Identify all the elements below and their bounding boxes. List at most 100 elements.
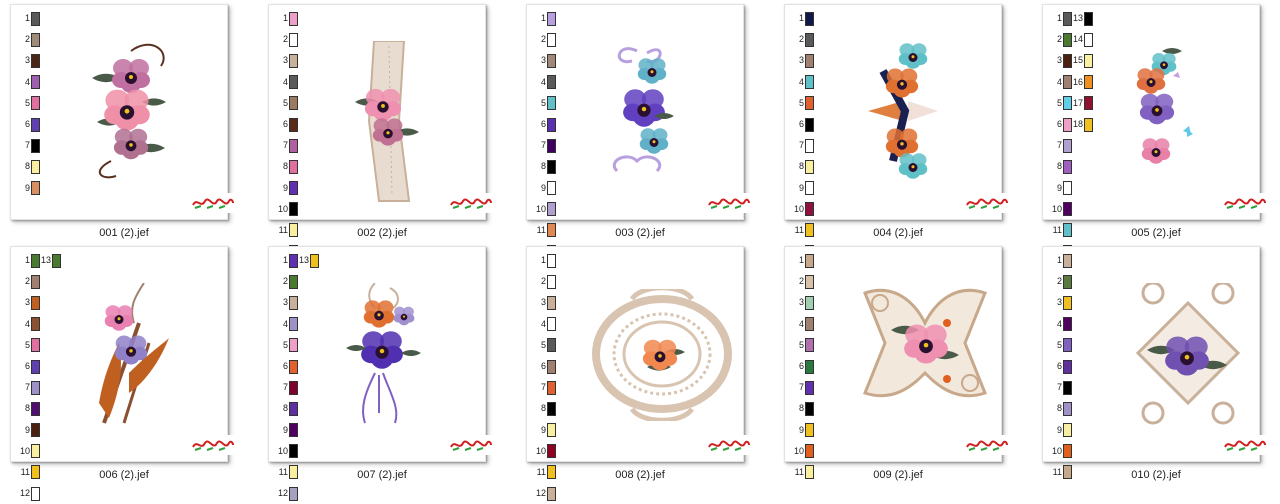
- color-swatch: [1063, 11, 1072, 26]
- color-swatch: [289, 32, 298, 47]
- color-swatch: [289, 159, 298, 174]
- file-name-label[interactable]: 007 (2).jef: [357, 469, 407, 481]
- color-swatch: [31, 359, 40, 374]
- color-swatch-row: 8: [1051, 156, 1072, 177]
- thumbnail[interactable]: 123456789101112131415161718: [1042, 4, 1267, 259]
- color-index: 9: [798, 424, 804, 435]
- color-swatch: [805, 96, 814, 111]
- file-item[interactable]: 1 2 3 4 5 6 7 8 9 10 11 12 13 007 (2).jef: [268, 246, 504, 501]
- color-swatch-row: 9: [1051, 178, 1072, 199]
- color-swatch-row: 11: [793, 220, 814, 241]
- color-index: 3: [798, 297, 804, 308]
- color-index: 12: [19, 488, 30, 499]
- color-swatch: [547, 317, 556, 332]
- color-index: 10: [277, 203, 288, 214]
- file-item[interactable]: 1 2 3 4 5 6 7 8 9 10 11 010 (2).jef: [1042, 246, 1278, 482]
- file-item[interactable]: 1 2 3 4 5 6 7 8 9 10 11 12 008 (2).jef: [526, 246, 762, 501]
- thumbnail[interactable]: 1 2 3 4 5 6 7 8 9 10 11: [784, 246, 1009, 480]
- color-swatch-row: 1: [793, 8, 814, 29]
- color-index: 3: [540, 55, 546, 66]
- color-swatch-row: 2: [277, 29, 298, 50]
- color-swatch-row: 3: [277, 50, 298, 71]
- color-index: 3: [798, 55, 804, 66]
- file-name-label[interactable]: 005 (2).jef: [1131, 227, 1181, 239]
- color-swatch: [547, 96, 556, 111]
- file-name-label[interactable]: 009 (2).jef: [873, 469, 923, 481]
- color-swatch: [547, 253, 556, 268]
- color-swatch: [547, 11, 556, 26]
- color-swatch: [547, 423, 556, 438]
- file-name-label[interactable]: 002 (2).jef: [357, 227, 407, 239]
- color-index: 8: [1056, 403, 1062, 414]
- color-index: 2: [282, 34, 288, 45]
- color-swatch-row: 12: [19, 483, 40, 504]
- color-index: 1: [540, 255, 546, 266]
- color-palette: 1 2 3 4 5 6 7 8 9 10 11: [1051, 250, 1072, 483]
- color-index: 17: [1072, 97, 1083, 108]
- thumbnail[interactable]: 1 2 3 4 5 6 7 8 9 10 11 12 13: [268, 246, 493, 501]
- file-item[interactable]: 1 2 3 4 5 6 7 8 9 001 (2).jef: [10, 4, 246, 240]
- color-swatch: [547, 181, 556, 196]
- file-name-label[interactable]: 006 (2).jef: [99, 469, 149, 481]
- color-swatch: [547, 295, 556, 310]
- color-swatch-row: 11: [1051, 462, 1072, 483]
- color-swatch-row: 8: [535, 156, 556, 177]
- color-index: 9: [1056, 182, 1062, 193]
- color-swatch: [1063, 401, 1072, 416]
- thumbnail[interactable]: 1 2 3 4 5 6 7 8 9 10 11: [1042, 246, 1267, 480]
- file-name-label[interactable]: 008 (2).jef: [615, 469, 665, 481]
- color-swatch-row: 1: [1051, 8, 1072, 29]
- color-swatch-row: 11: [277, 462, 298, 483]
- color-index: 2: [1056, 34, 1062, 45]
- color-swatch: [805, 295, 814, 310]
- file-item[interactable]: 1 2 3 4 5 6 7 8 9 10 11 12 13 006 (2).jef: [10, 246, 246, 501]
- color-swatch-row: 9: [535, 420, 556, 441]
- color-swatch-row: 4: [793, 72, 814, 93]
- color-swatch-row: 4: [19, 314, 40, 335]
- color-swatch: [31, 295, 40, 310]
- color-swatch-row: 6: [19, 114, 40, 135]
- brand-logo-icon: [1223, 193, 1267, 213]
- color-swatch-row: 5: [535, 93, 556, 114]
- color-swatch-row: 4: [793, 314, 814, 335]
- thumbnail[interactable]: 1 2 3 4 5 6 7 8 9 10 11 12 13: [10, 246, 235, 501]
- thumbnail[interactable]: 1 2 3 4 5 6 7 8 9: [10, 4, 235, 220]
- color-swatch-row: 2: [535, 271, 556, 292]
- color-swatch-row: 11: [793, 462, 814, 483]
- brand-logo-icon: [965, 193, 1009, 213]
- color-swatch: [805, 223, 814, 238]
- color-index: 7: [1056, 382, 1062, 393]
- color-index: 10: [1051, 445, 1062, 456]
- file-item[interactable]: 1 2 3 4 5 6 7 8 9 10 11 009 (2).jef: [784, 246, 1020, 482]
- color-swatch-row: 7: [535, 135, 556, 156]
- color-index: 3: [24, 55, 30, 66]
- file-name-label[interactable]: 003 (2).jef: [615, 227, 665, 239]
- color-swatch: [1063, 32, 1072, 47]
- color-swatch: [1063, 202, 1072, 217]
- color-index: 7: [282, 382, 288, 393]
- color-palette: 13: [298, 250, 319, 271]
- color-swatch-row: 9: [19, 178, 40, 199]
- color-swatch: [1063, 380, 1072, 395]
- color-swatch-row: 10: [1051, 441, 1072, 462]
- color-swatch: [547, 444, 556, 459]
- color-swatch-row: 5: [1051, 93, 1072, 114]
- file-name-label[interactable]: 001 (2).jef: [99, 227, 149, 239]
- color-swatch-row: 3: [19, 50, 40, 71]
- brand-logo-icon: [707, 435, 751, 455]
- color-swatch: [1084, 32, 1093, 47]
- color-index: 5: [24, 97, 30, 108]
- file-name-label[interactable]: 004 (2).jef: [873, 227, 923, 239]
- file-name-label[interactable]: 010 (2).jef: [1131, 469, 1181, 481]
- file-item[interactable]: 123456789101112131415161718 005 (2).jef: [1042, 4, 1278, 259]
- color-index: 2: [540, 276, 546, 287]
